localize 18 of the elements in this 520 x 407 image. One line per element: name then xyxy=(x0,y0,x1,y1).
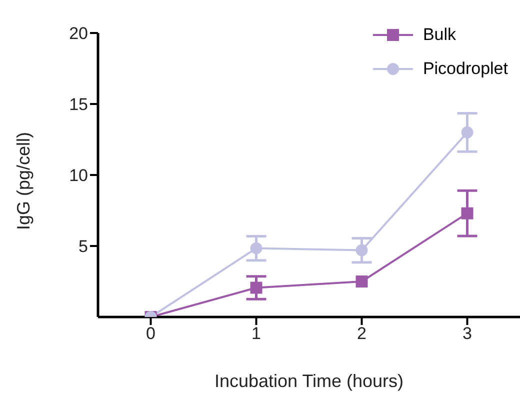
x-axis-title: Incubation Time (hours) xyxy=(214,371,404,391)
point xyxy=(250,242,262,254)
y-tick-label: 20 xyxy=(69,24,88,44)
y-tick-label: 10 xyxy=(69,166,88,186)
y-tick-label: 5 xyxy=(78,237,88,256)
point xyxy=(461,126,474,138)
legend-label: Bulk xyxy=(422,25,456,45)
x-tick-label: 3 xyxy=(462,324,472,344)
y-tick-label: 15 xyxy=(69,95,88,114)
y-axis-title: IgG (pg/cell) xyxy=(13,132,34,230)
point xyxy=(461,207,474,220)
x-tick-label: 2 xyxy=(357,324,366,344)
point xyxy=(356,276,368,288)
x-tick-label: 0 xyxy=(146,324,156,344)
point xyxy=(356,244,368,256)
point xyxy=(250,282,262,294)
legend-label: Picodroplet xyxy=(422,59,508,79)
x-tick-label: 1 xyxy=(252,324,261,344)
